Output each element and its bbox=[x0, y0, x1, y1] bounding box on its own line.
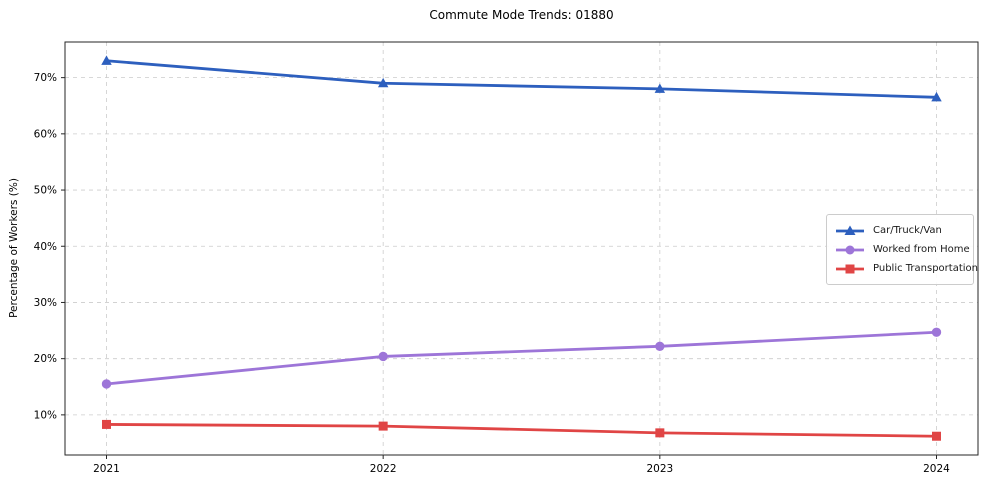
data-point-marker bbox=[655, 341, 665, 351]
legend-label: Public Transportation bbox=[873, 263, 978, 274]
legend-entry: Car/Truck/Van bbox=[835, 221, 965, 240]
data-point-marker bbox=[654, 83, 666, 93]
x-tick-label: 2021 bbox=[93, 463, 120, 475]
data-point-marker bbox=[931, 327, 942, 337]
legend-entry: Worked from Home bbox=[835, 240, 970, 259]
legend-label: Car/Truck/Van bbox=[873, 225, 942, 236]
y-tick-label: 40% bbox=[34, 241, 57, 253]
circle-marker-icon bbox=[836, 245, 864, 254]
data-point-marker bbox=[932, 431, 941, 441]
x-tick-label: 2024 bbox=[923, 463, 950, 475]
y-axis-label: Percentage of Workers (%) bbox=[8, 178, 20, 318]
y-tick-label: 30% bbox=[34, 297, 57, 309]
series-line bbox=[105, 59, 938, 99]
y-tick-label: 70% bbox=[34, 72, 57, 84]
legend-label: Worked from Home bbox=[873, 244, 970, 255]
x-tick-label: 2023 bbox=[646, 463, 673, 475]
y-tick-label: 10% bbox=[34, 409, 57, 421]
triangle-marker-icon bbox=[836, 225, 864, 235]
data-point-marker bbox=[101, 379, 112, 389]
y-tick-label: 60% bbox=[34, 128, 57, 140]
legend-entry: Public Transportation bbox=[835, 259, 978, 278]
plot-border bbox=[64, 41, 979, 456]
data-point-marker bbox=[102, 419, 111, 429]
square-marker-icon bbox=[836, 264, 864, 273]
series-line bbox=[105, 330, 938, 386]
x-tick-label: 2022 bbox=[370, 463, 397, 475]
data-point-marker bbox=[377, 77, 389, 88]
series-line bbox=[105, 423, 938, 438]
data-point-marker bbox=[101, 55, 112, 65]
data-point-marker bbox=[378, 421, 388, 431]
data-point-marker bbox=[931, 91, 942, 102]
data-point-marker bbox=[655, 428, 665, 438]
data-point-marker bbox=[378, 351, 388, 362]
y-tick-label: 50% bbox=[34, 185, 57, 197]
y-tick-label: 20% bbox=[34, 353, 57, 365]
chart-title: Commute Mode Trends: 01880 bbox=[429, 8, 614, 22]
legend: Car/Truck/Van Worked from Home Public Tran… bbox=[826, 214, 978, 285]
